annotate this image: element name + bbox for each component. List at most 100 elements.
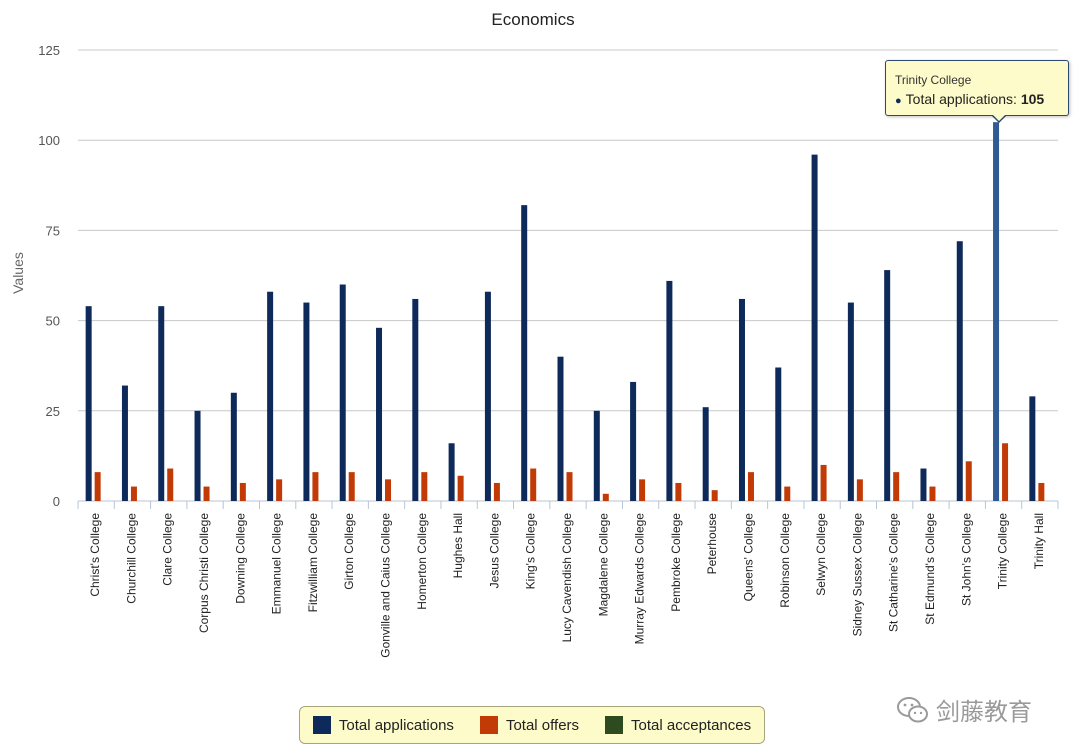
- bar-offers[interactable]: [348, 472, 355, 501]
- bar-offers[interactable]: [276, 479, 283, 501]
- x-category-label: Christ's College: [88, 513, 102, 597]
- bar-offers[interactable]: [167, 468, 174, 501]
- x-category-label: Gonville and Caius College: [379, 513, 393, 658]
- bar-offers[interactable]: [530, 468, 537, 501]
- x-category-label: Fitzwilliam College: [306, 513, 320, 613]
- x-category-label: Hughes Hall: [451, 513, 465, 578]
- bar-applications[interactable]: [303, 302, 310, 501]
- bar-applications[interactable]: [775, 367, 782, 501]
- bar-offers[interactable]: [457, 475, 464, 501]
- x-category-label: Sidney Sussex College: [850, 513, 864, 637]
- bar-offers[interactable]: [675, 482, 682, 501]
- bar-applications[interactable]: [158, 306, 165, 501]
- tooltip-line: ● Total applications: 105: [895, 91, 1058, 107]
- legend-item-acceptances[interactable]: Total acceptances: [605, 716, 751, 734]
- y-tick-label: 50: [46, 314, 60, 329]
- bar-offers[interactable]: [639, 479, 646, 501]
- bar-applications[interactable]: [1029, 396, 1036, 501]
- x-category-label: Trinity Hall: [1032, 513, 1046, 569]
- watermark: 剑藤教育: [896, 692, 1032, 727]
- y-tick-label: 100: [38, 133, 60, 148]
- tooltip: Trinity College ● Total applications: 105: [885, 60, 1069, 116]
- bar-applications[interactable]: [702, 407, 709, 501]
- bar-applications[interactable]: [811, 154, 818, 501]
- y-tick-label: 125: [38, 43, 60, 58]
- x-category-label: Magdalene College: [596, 513, 610, 617]
- bar-applications[interactable]: [521, 205, 528, 502]
- x-category-label: King's College: [524, 513, 538, 590]
- bar-offers[interactable]: [711, 490, 718, 501]
- x-category-label: Downing College: [233, 513, 247, 604]
- bar-offers[interactable]: [602, 493, 609, 501]
- x-category-label: St Edmund's College: [923, 513, 937, 625]
- bar-applications[interactable]: [230, 392, 237, 501]
- legend: Total applications Total offers Total ac…: [299, 706, 765, 744]
- bar-applications[interactable]: [847, 302, 854, 501]
- x-category-label: Corpus Christi College: [197, 513, 211, 633]
- tooltip-value: 105: [1020, 91, 1045, 107]
- bar-offers[interactable]: [856, 479, 863, 501]
- bar-applications[interactable]: [993, 122, 1000, 501]
- bar-offers[interactable]: [1038, 482, 1045, 501]
- y-tick-label: 0: [53, 494, 60, 509]
- legend-item-offers[interactable]: Total offers: [479, 716, 580, 734]
- bar-offers[interactable]: [965, 461, 972, 501]
- bar-offers[interactable]: [239, 482, 246, 501]
- x-category-label: Homerton College: [415, 513, 429, 610]
- bar-applications[interactable]: [738, 298, 745, 501]
- legend-swatch-offers: [479, 716, 498, 734]
- bar-applications[interactable]: [666, 280, 673, 501]
- bar-applications[interactable]: [956, 241, 963, 501]
- bar-offers[interactable]: [421, 472, 428, 501]
- legend-swatch-acceptances: [605, 716, 624, 734]
- bar-offers[interactable]: [203, 486, 210, 501]
- y-axis-label: Values: [10, 252, 26, 294]
- x-category-label: Murray Edwards College: [633, 513, 647, 645]
- x-category-label: Jesus College: [487, 513, 501, 589]
- bar-applications[interactable]: [267, 291, 274, 501]
- x-category-label: St Catharine's College: [887, 513, 901, 632]
- legend-label-acceptances: Total acceptances: [631, 716, 752, 734]
- x-category-label: Pembroke College: [669, 513, 683, 612]
- bar-applications[interactable]: [484, 291, 491, 501]
- tooltip-series-dot-icon: ●: [895, 95, 902, 107]
- legend-item-applications[interactable]: Total applications: [312, 716, 454, 734]
- bar-offers[interactable]: [1002, 443, 1009, 501]
- legend-label-offers: Total offers: [505, 716, 580, 734]
- bar-applications[interactable]: [884, 270, 891, 501]
- x-category-label: St John's College: [959, 513, 973, 606]
- bar-offers[interactable]: [312, 472, 319, 501]
- legend-swatch-applications: [312, 716, 331, 734]
- bar-offers[interactable]: [929, 486, 936, 501]
- bar-offers[interactable]: [130, 486, 137, 501]
- bar-offers[interactable]: [784, 486, 791, 501]
- bar-applications[interactable]: [557, 356, 564, 501]
- bar-applications[interactable]: [593, 410, 600, 501]
- bar-offers[interactable]: [820, 464, 827, 501]
- y-tick-label: 75: [46, 223, 60, 238]
- bar-applications[interactable]: [194, 410, 201, 501]
- bar-offers[interactable]: [94, 472, 101, 501]
- bar-offers[interactable]: [747, 472, 754, 501]
- bar-offers[interactable]: [385, 479, 392, 501]
- bar-applications[interactable]: [412, 298, 419, 501]
- bar-applications[interactable]: [339, 284, 346, 501]
- x-category-label: Queens' College: [741, 513, 755, 602]
- watermark-text: 剑藤教育: [936, 699, 1032, 726]
- bar-offers[interactable]: [893, 472, 900, 501]
- bar-applications[interactable]: [920, 468, 927, 501]
- y-tick-label: 25: [46, 404, 60, 419]
- bar-applications[interactable]: [448, 443, 455, 501]
- bar-applications[interactable]: [85, 306, 92, 501]
- bar-offers[interactable]: [566, 472, 573, 501]
- x-category-label: Lucy Cavendish College: [560, 513, 574, 643]
- bar-applications[interactable]: [630, 381, 637, 501]
- bar-offers[interactable]: [493, 482, 500, 501]
- bar-applications[interactable]: [121, 385, 128, 501]
- tooltip-title: Trinity College: [895, 73, 972, 87]
- bar-applications[interactable]: [376, 327, 383, 501]
- x-category-label: Girton College: [342, 513, 356, 590]
- wechat-icon: [897, 696, 928, 722]
- x-category-label: Robinson College: [778, 513, 792, 608]
